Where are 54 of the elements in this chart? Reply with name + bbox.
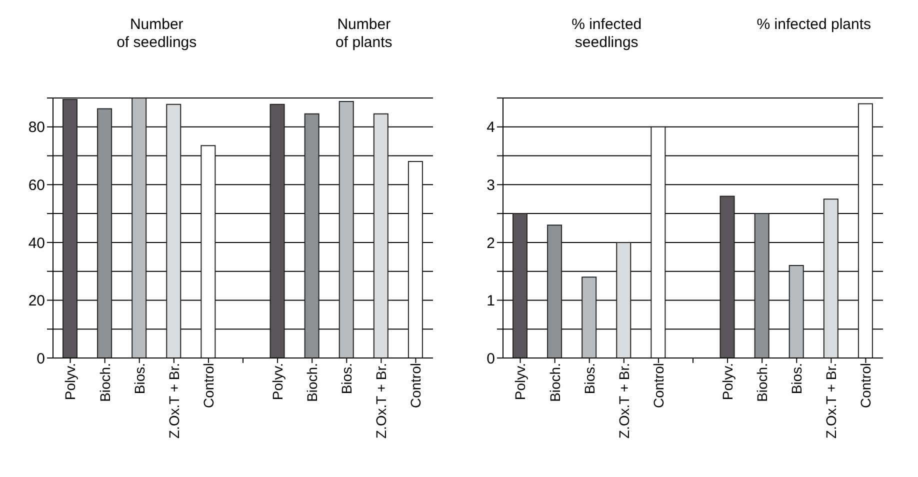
y-tick-label: 0 [486,350,495,368]
bar [512,213,528,358]
y-tick-label: 1 [486,292,495,310]
x-tick-label: Polyv. [269,363,286,400]
bar [373,113,388,358]
bar [616,242,632,358]
y-tick-label: 3 [486,176,495,194]
bar [132,98,147,358]
x-tick-label: Control [858,363,874,408]
y-tick-label: 2 [486,234,495,252]
x-tick-label: Bioch. [96,363,113,402]
bar [650,126,666,358]
x-tick-label: Control [200,363,216,408]
x-tick-label: Bios. [338,363,355,394]
bar [338,100,354,358]
x-tick-label: Z.Ox.T + Br. [616,363,632,439]
x-tick-label: Z.Ox.T + Br. [373,363,390,439]
bar [788,265,804,358]
x-tick-label: Bioch. [754,363,770,402]
y-tick-label: 80 [28,119,45,136]
x-tick-label: Z.Ox.T + Br. [166,363,182,439]
x-tick-label: Z.Ox.T + Br. [823,363,840,439]
text: Number of plants [334,16,394,52]
text: Number of seedlings [116,16,198,52]
bar [166,104,182,358]
y-tick-label: 0 [36,350,45,368]
x-tick-label: Polyv. [62,363,78,400]
y-tick-label: 60 [28,176,45,194]
bar [200,145,216,358]
bar [62,98,78,358]
x-tick-label: Control [650,363,666,408]
bar [582,276,597,358]
bar [754,213,770,358]
x-tick-label: Bios. [581,363,598,394]
x-tick-label: Polyv. [512,363,528,400]
bar [823,198,838,358]
x-tick-label: Bioch. [304,363,320,402]
x-tick-label: Bios. [788,363,805,394]
x-tick-label: Polyv. [719,363,736,400]
text: % infected seedlings [570,16,643,52]
text: % infected plants [756,16,872,34]
y-tick-label: 4 [486,119,495,136]
bar [720,196,735,358]
bar [304,113,320,358]
bar [858,103,873,358]
bar [97,108,112,358]
y-tick-label: 40 [28,234,45,252]
bar [408,161,423,358]
x-tick-label: Bios. [131,363,148,394]
bar [547,224,562,358]
bar [270,104,285,358]
y-tick-label: 20 [28,292,45,310]
x-tick-label: Bioch. [546,363,563,402]
x-tick-label: Control [408,363,424,408]
